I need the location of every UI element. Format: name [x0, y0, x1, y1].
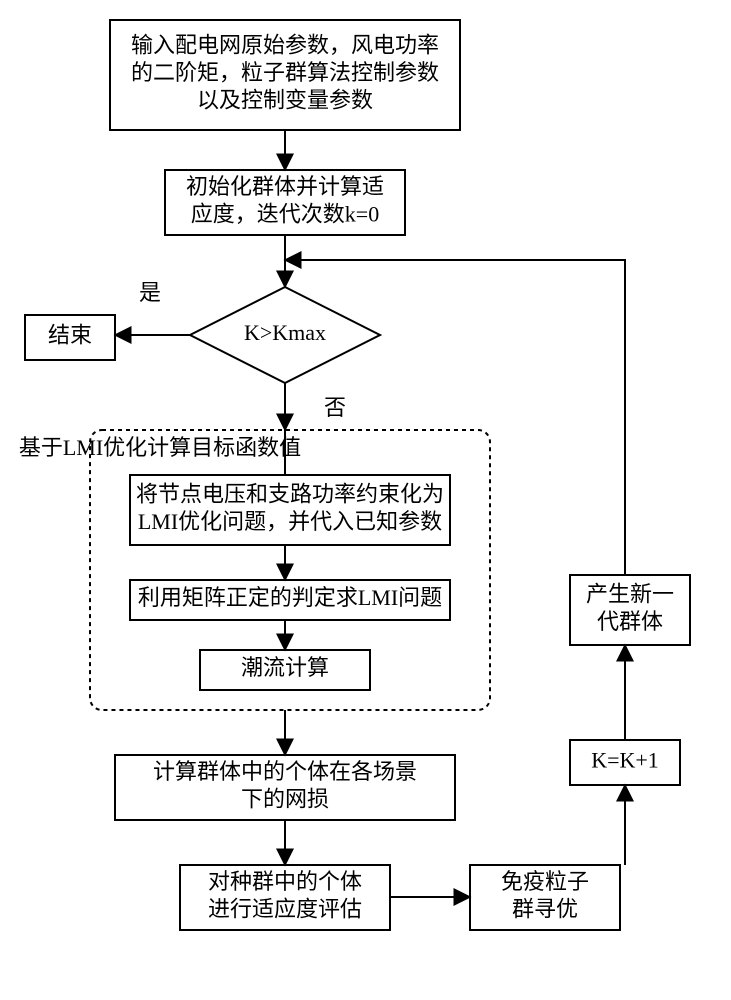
node-g1-line-0: 将节点电压和支路功率约束化为 — [136, 481, 444, 506]
node-n1-line-2: 以及控制变量参数 — [197, 88, 373, 113]
flowchart-canvas: 输入配电网原始参数，风电功率的二阶矩，粒子群算法控制参数以及控制变量参数初始化群… — [0, 0, 731, 1000]
node-n6-line-0: K=K+1 — [591, 748, 659, 773]
node-n3-line-0: 计算群体中的个体在各场景 — [153, 759, 417, 784]
node-n1-line-0: 输入配电网原始参数，风电功率 — [131, 33, 439, 58]
branch-label-no: 否 — [324, 395, 346, 420]
group-grp-title: 基于LMI优化计算目标函数值 — [19, 435, 301, 460]
node-n2-line-0: 初始化群体并计算适 — [186, 174, 384, 199]
node-n5-line-0: 免疫粒子 — [501, 869, 589, 894]
node-n5-line-1: 群寻优 — [512, 896, 578, 921]
node-n4-line-1: 进行适应度评估 — [208, 896, 362, 921]
branch-label-yes: 是 — [139, 280, 161, 305]
node-n3-line-1: 下的网损 — [241, 786, 329, 811]
node-n7-line-1: 代群体 — [597, 609, 663, 634]
node-n1-line-1: 的二阶矩，粒子群算法控制参数 — [131, 60, 439, 85]
node-g2-line-0: 利用矩阵正定的判定求LMI问题 — [138, 585, 442, 610]
decision-d1-line-0: K>Kmax — [244, 320, 326, 345]
node-n7-line-0: 产生新一 — [586, 581, 674, 606]
node-n4-line-0: 对种群中的个体 — [208, 869, 362, 894]
node-end-line-0: 结束 — [48, 323, 92, 348]
node-g3-line-0: 潮流计算 — [241, 655, 329, 680]
node-n2-line-1: 应度，迭代次数k=0 — [191, 201, 379, 226]
node-g1-line-1: LMI优化问题，并代入已知参数 — [138, 509, 442, 534]
